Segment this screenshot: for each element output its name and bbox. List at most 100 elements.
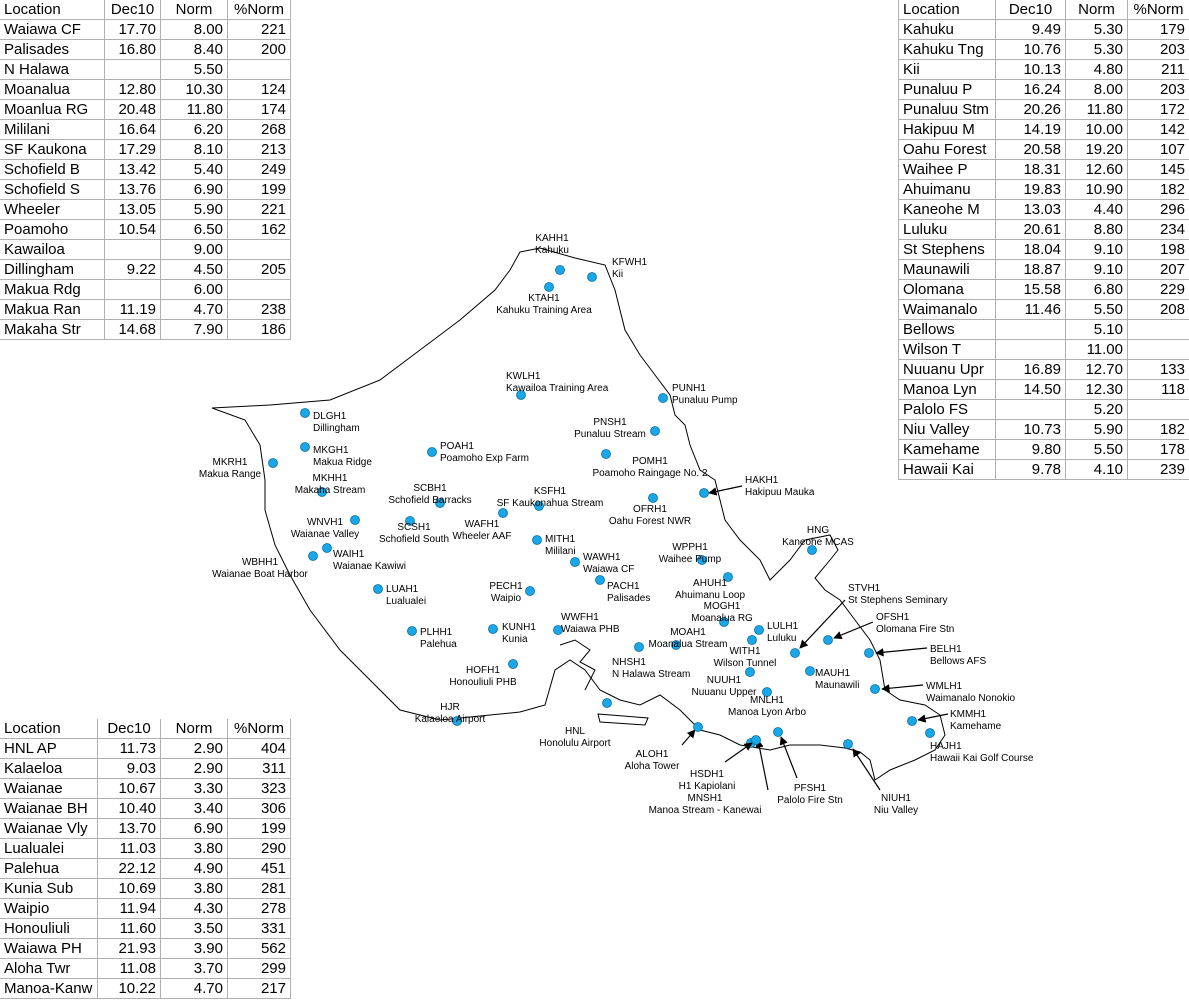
station-code: WAWH1 — [583, 552, 621, 563]
station-name: Manoa Lyon Arbo — [728, 707, 806, 718]
table-cell: 11.80 — [1066, 100, 1128, 120]
table-cell: 198 — [1128, 240, 1189, 260]
table-cell: 4.70 — [161, 979, 228, 999]
table-cell: 200 — [228, 40, 291, 60]
table-cell: 18.04 — [996, 240, 1066, 260]
station-name: Waihee Pump — [659, 554, 722, 565]
table-cell: 7.90 — [161, 320, 228, 340]
station-code: HOFH1 — [466, 665, 500, 676]
table-cell: HNL AP — [0, 739, 98, 759]
station-dot — [762, 687, 772, 697]
table-cell: 13.70 — [98, 819, 161, 839]
station-dot — [488, 624, 498, 634]
station-dot — [745, 667, 755, 677]
header-cell: Location — [0, 0, 105, 20]
table-cell — [996, 320, 1066, 340]
table-cell: 296 — [1128, 200, 1189, 220]
table-cell: Lualualei — [0, 839, 98, 859]
table-cell: 182 — [1128, 180, 1189, 200]
station-code: AHUH1 — [693, 578, 727, 589]
table-cell: 11.94 — [98, 899, 161, 919]
table-cell: 13.42 — [105, 160, 161, 180]
table-cell: 6.80 — [1066, 280, 1128, 300]
island-outline — [211, 247, 946, 781]
table-cell: 124 — [228, 80, 291, 100]
table-cell: 14.50 — [996, 380, 1066, 400]
station-code: WMLH1 — [926, 681, 963, 692]
table-cell: 323 — [228, 779, 291, 799]
table-cell: 203 — [1128, 80, 1189, 100]
station-code: LUAH1 — [386, 584, 419, 595]
station-name: Waianae Boat Harbor — [212, 569, 308, 580]
station-code: WITH1 — [729, 646, 761, 657]
table-cell: 331 — [228, 919, 291, 939]
arrow — [875, 647, 928, 657]
table-cell: 12.60 — [1066, 160, 1128, 180]
table-cell: Waiawa PH — [0, 939, 98, 959]
table-cell: Manoa Lyn — [899, 380, 996, 400]
table-cell: 20.26 — [996, 100, 1066, 120]
station-dot — [864, 648, 874, 658]
station-name: Waianae Kawiwi — [333, 561, 406, 572]
station-code: MNLH1 — [750, 695, 784, 706]
station-code: KAHH1 — [535, 233, 569, 244]
station-name: Moanalua Stream — [649, 639, 728, 650]
table-cell: 145 — [1128, 160, 1189, 180]
station-code: KMMH1 — [950, 709, 987, 720]
station-code: KFWH1 — [612, 257, 647, 268]
table-cell: 17.70 — [105, 20, 161, 40]
header-cell: Norm — [1066, 0, 1128, 20]
table-cell: Bellows — [899, 320, 996, 340]
station-name: Kii — [612, 269, 623, 280]
table-cell: 9.03 — [98, 759, 161, 779]
station-dot — [634, 642, 644, 652]
station-code: MOAH1 — [670, 627, 706, 638]
table-cell: Mililani — [0, 120, 105, 140]
station-name: Makua Range — [199, 469, 262, 480]
harbor-outline — [559, 639, 649, 726]
station-name: SF Kaukonahua Stream — [497, 498, 604, 509]
station-dot — [427, 447, 437, 457]
station-code: MKHH1 — [312, 473, 347, 484]
station-name: Hawaii Kai Golf Course — [930, 753, 1034, 764]
table-cell: 213 — [228, 140, 291, 160]
station-code: KTAH1 — [528, 293, 560, 304]
station-code: PACH1 — [607, 581, 640, 592]
station-dot — [658, 393, 668, 403]
table-cell: Makua Rdg — [0, 280, 105, 300]
station-code: POMH1 — [632, 456, 668, 467]
table-cell: Wheeler — [0, 200, 105, 220]
table-cell: Manoa-Kanw — [0, 979, 98, 999]
table-cell: Dillingham — [0, 260, 105, 280]
table-cell: 2.90 — [161, 759, 228, 779]
station-name: H1 Kapiolani — [679, 781, 736, 792]
station-code: SCBH1 — [413, 483, 447, 494]
table-cell: 13.05 — [105, 200, 161, 220]
station-dot — [595, 575, 605, 585]
table-cell: 3.80 — [161, 879, 228, 899]
station-code: STVH1 — [848, 583, 881, 594]
arrow — [681, 729, 696, 746]
station-name: Hakipuu Mauka — [745, 487, 815, 498]
station-dot — [823, 635, 833, 645]
header-cell: Location — [899, 0, 996, 20]
station-name: Kawailoa Training Area — [506, 383, 609, 394]
table-cell: Olomana — [899, 280, 996, 300]
station-dot — [452, 716, 462, 726]
station-dot — [723, 572, 733, 582]
station-name: Nuuanu Upper — [691, 687, 757, 698]
table-cell: 19.83 — [996, 180, 1066, 200]
table-cell: 10.13 — [996, 60, 1066, 80]
table-cell: 10.30 — [161, 80, 228, 100]
table-cell: 10.73 — [996, 420, 1066, 440]
station-code: PUNH1 — [672, 383, 706, 394]
table-cell — [228, 60, 291, 80]
table-cell: Poamoho — [0, 220, 105, 240]
table-cell: Wilson T — [899, 340, 996, 360]
table-cell: 21.93 — [98, 939, 161, 959]
table-cell: 4.50 — [161, 260, 228, 280]
station-code: DLGH1 — [313, 411, 347, 422]
table-cell: 16.24 — [996, 80, 1066, 100]
table-cell: 306 — [228, 799, 291, 819]
